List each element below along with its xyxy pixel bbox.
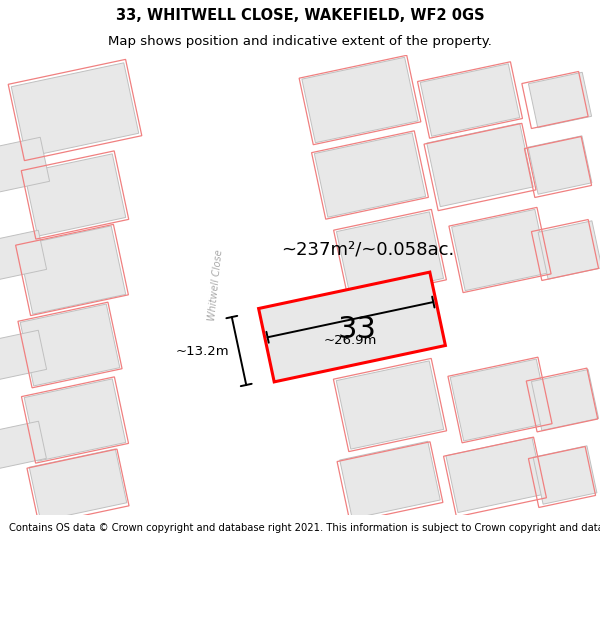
Polygon shape <box>450 359 550 441</box>
Polygon shape <box>532 369 599 431</box>
Polygon shape <box>180 55 232 515</box>
Text: ~26.9m: ~26.9m <box>324 334 377 347</box>
Polygon shape <box>314 133 425 217</box>
Polygon shape <box>0 138 50 192</box>
Polygon shape <box>528 136 592 194</box>
Polygon shape <box>538 221 600 279</box>
Polygon shape <box>302 58 418 142</box>
Polygon shape <box>18 226 126 314</box>
Polygon shape <box>340 441 440 519</box>
Text: ~13.2m: ~13.2m <box>175 344 229 357</box>
Text: Map shows position and indicative extent of the property.: Map shows position and indicative extent… <box>108 35 492 48</box>
Polygon shape <box>336 361 444 449</box>
Polygon shape <box>427 123 533 207</box>
Text: 33: 33 <box>337 316 377 344</box>
Polygon shape <box>533 446 597 504</box>
Polygon shape <box>259 272 445 382</box>
Polygon shape <box>24 379 126 461</box>
Polygon shape <box>20 304 120 386</box>
Polygon shape <box>420 64 520 136</box>
Polygon shape <box>0 421 46 469</box>
Text: Contains OS data © Crown copyright and database right 2021. This information is : Contains OS data © Crown copyright and d… <box>9 522 600 532</box>
Polygon shape <box>24 154 126 236</box>
Text: Whitwell Close: Whitwell Close <box>207 249 225 321</box>
Polygon shape <box>29 449 127 521</box>
Polygon shape <box>446 438 544 512</box>
Polygon shape <box>337 212 443 298</box>
Text: ~237m²/~0.058ac.: ~237m²/~0.058ac. <box>281 241 455 259</box>
Polygon shape <box>11 63 139 157</box>
Polygon shape <box>529 72 592 127</box>
Text: 33, WHITWELL CLOSE, WAKEFIELD, WF2 0GS: 33, WHITWELL CLOSE, WAKEFIELD, WF2 0GS <box>116 8 484 23</box>
Polygon shape <box>0 230 47 280</box>
Polygon shape <box>452 209 548 291</box>
Polygon shape <box>0 330 47 380</box>
